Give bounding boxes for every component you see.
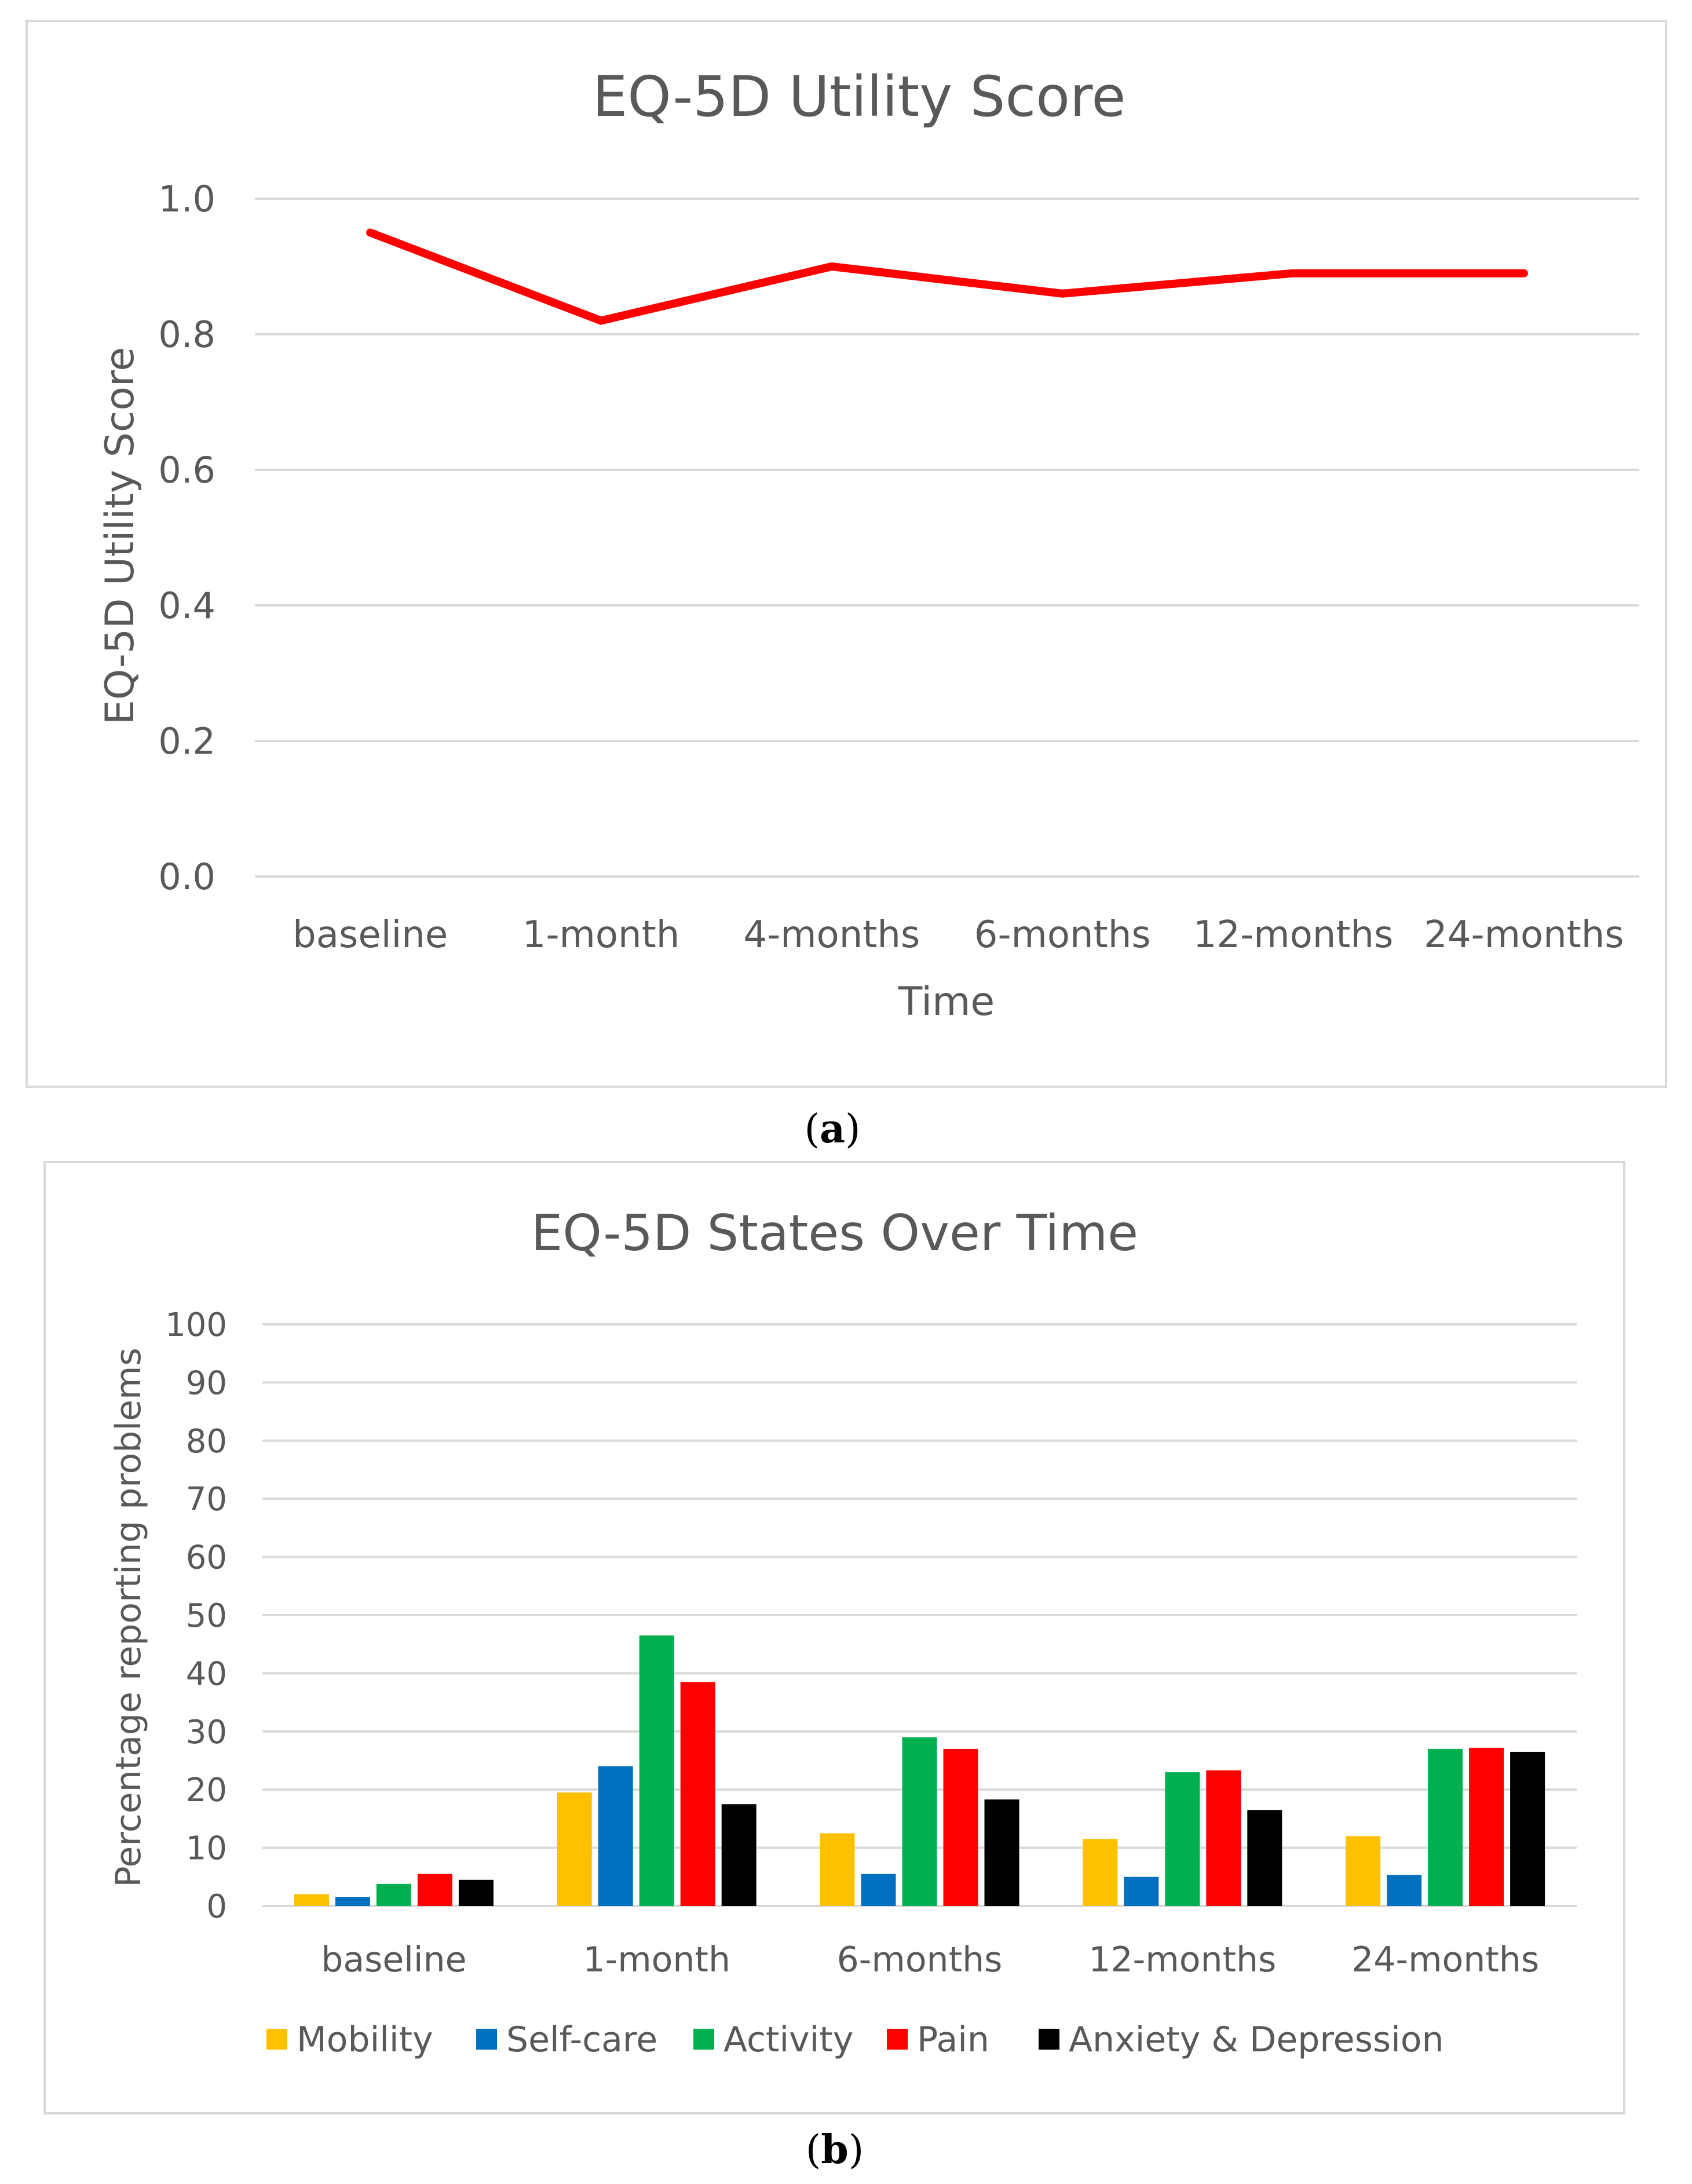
chart-a-x-tick-label: baseline (293, 914, 448, 956)
caption-a-letter: a (820, 1106, 845, 1152)
chart-b-y-tick-labels: 0 10 20 30 40 50 60 70 80 90 100 (165, 1306, 227, 1926)
chart-b-bar (1124, 1876, 1159, 1906)
chart-b-bar (943, 1748, 978, 1906)
chart-b-bar (820, 1833, 855, 1906)
chart-b-y-axis-label: Percentage reporting problems (108, 1347, 149, 1887)
chart-b-bar (335, 1897, 370, 1906)
chart-b-bar (1510, 1751, 1545, 1906)
chart-a-x-axis-label: Time (898, 979, 995, 1025)
chart-a-point (1292, 272, 1295, 275)
chart-a-y-tick-label: 0.0 (158, 856, 215, 898)
chart-b-bar (598, 1766, 633, 1906)
chart-a-x-tick-label: 12-months (1193, 914, 1394, 956)
chart-a-x-tick-label: 24-months (1424, 914, 1624, 956)
chart-b-y-tick-label: 80 (186, 1423, 227, 1460)
chart-b-bar (1428, 1748, 1463, 1906)
chart-a-x-tick-label: 6-months (974, 914, 1151, 956)
chart-a-x-tick-label: 4-months (743, 914, 920, 956)
chart-b-y-tick-label: 30 (186, 1714, 227, 1751)
chart-b-y-tick-label: 10 (186, 1830, 227, 1868)
chart-b-title: EQ-5D States Over Time (531, 1204, 1138, 1262)
chart-b-bar (861, 1873, 896, 1906)
chart-b-bar (557, 1792, 592, 1906)
chart-b-legend-swatch (887, 2029, 908, 2050)
chart-b-legend-label: Activity (723, 2019, 853, 2060)
chart-a-y-tick-label: 0.4 (158, 585, 215, 627)
chart-b-bar (984, 1799, 1019, 1906)
chart-b-bar (639, 1635, 674, 1906)
chart-b-x-tick-label: 6-months (837, 1940, 1003, 1980)
chart-b-legend-swatch (476, 2029, 497, 2050)
chart-a-x-tick-labels: baseline 1-month 4-months 6-months 12-months… (293, 914, 1624, 956)
chart-b-bars (294, 1635, 1545, 1906)
chart-a: EQ-5D Utility Score 0.0 0.2 0.4 0.6 0.8 1.0 b… (25, 20, 1667, 1088)
chart-a-point (830, 265, 833, 268)
chart-a-series-line (366, 228, 1528, 325)
chart-b-bar (1165, 1772, 1200, 1906)
chart-b-y-tick-label: 90 (186, 1364, 227, 1402)
chart-b-legend-swatch (693, 2029, 714, 2050)
chart-b-legend-label: Pain (917, 2019, 989, 2060)
chart-b-bar (721, 1804, 757, 1906)
chart-b-y-tick-label: 0 (206, 1888, 227, 1926)
chart-a-y-tick-label: 0.2 (158, 720, 215, 762)
chart-b-bar (1206, 1770, 1241, 1906)
chart-b-frame (43, 1161, 1625, 2114)
chart-b-bar (417, 1873, 452, 1906)
chart-b-y-tick-label: 70 (186, 1481, 227, 1518)
chart-b-y-tick-label: 60 (186, 1539, 227, 1577)
chart-b-x-tick-labels: baseline 1-month 6-months 12-months 24-month… (321, 1940, 1539, 1980)
chart-a-point (600, 319, 602, 322)
caption-a: (a) (804, 1106, 860, 1152)
chart-b: EQ-5D States Over Time 0 10 20 30 40 50 60 70 80… (43, 1161, 1625, 2114)
chart-b-x-tick-label: baseline (321, 1940, 466, 1980)
chart-b-y-tick-label: 100 (165, 1306, 227, 1344)
chart-a-y-tick-label: 1.0 (158, 178, 215, 220)
chart-b-legend-swatch (266, 2029, 287, 2050)
chart-a-point (1061, 292, 1064, 295)
chart-a-y-tick-labels: 0.0 0.2 0.4 0.6 0.8 1.0 (158, 178, 215, 898)
chart-a-series (366, 228, 1528, 325)
chart-a-point (369, 231, 372, 234)
chart-b-bar (1083, 1839, 1118, 1906)
chart-b-bar (1387, 1875, 1422, 1906)
caption-b: (b) (806, 2127, 864, 2173)
chart-a-y-axis-label: EQ-5D Utility Score (97, 347, 143, 725)
chart-b-x-tick-label: 24-months (1351, 1940, 1539, 1980)
chart-b-bar (902, 1737, 937, 1906)
chart-b-bar (1346, 1836, 1381, 1906)
chart-b-bar (458, 1879, 494, 1906)
chart-b-bar (294, 1894, 329, 1906)
chart-b-x-tick-label: 12-months (1088, 1940, 1276, 1980)
chart-b-y-tick-label: 20 (186, 1772, 227, 1809)
chart-a-point (1522, 272, 1525, 275)
chart-a-y-tick-label: 0.8 (158, 313, 215, 356)
chart-b-legend-label: Mobility (297, 2019, 433, 2060)
chart-a-gridlines (255, 198, 1639, 878)
chart-b-x-tick-label: 1-month (583, 1940, 730, 1980)
chart-b-bar (1247, 1810, 1282, 1906)
chart-b-bar (680, 1682, 715, 1906)
chart-a-title: EQ-5D Utility Score (593, 64, 1126, 129)
chart-a-x-tick-label: 1-month (522, 914, 680, 956)
chart-b-bar (376, 1883, 411, 1906)
chart-b-legend-swatch (1039, 2029, 1059, 2050)
chart-b-legend-label: Self-care (506, 2019, 657, 2060)
caption-b-letter: b (821, 2127, 849, 2173)
chart-b-y-tick-label: 40 (186, 1655, 227, 1693)
chart-b-y-tick-label: 50 (186, 1597, 227, 1635)
chart-b-bar (1469, 1747, 1504, 1906)
chart-b-legend: Mobility Self-care Activity Pain Anxiety & D… (266, 2019, 1444, 2060)
chart-a-y-tick-label: 0.6 (158, 449, 215, 491)
chart-b-legend-label: Anxiety & Depression (1069, 2019, 1444, 2060)
